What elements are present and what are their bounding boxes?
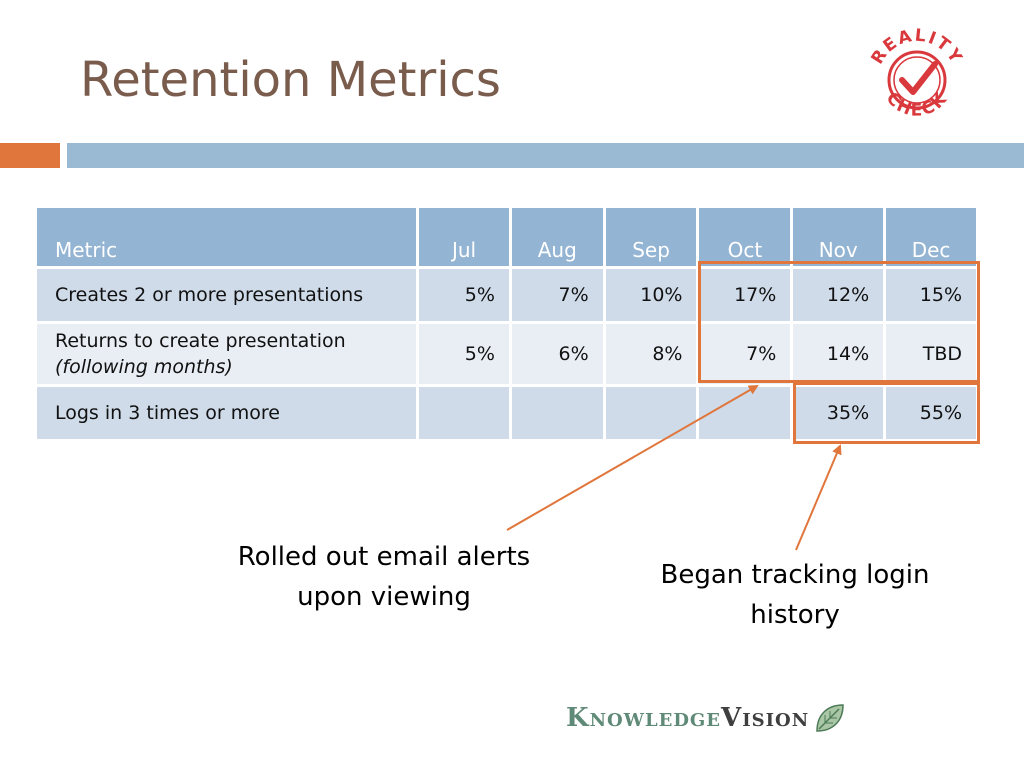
table-cell: 8%: [602, 321, 700, 387]
callout-email-line1: Rolled out email alerts: [237, 542, 531, 572]
row-label-main: Returns to create presentation: [55, 330, 346, 352]
row-label: Returns to create presentation (followin…: [33, 321, 420, 387]
header-sep: Sep: [602, 205, 700, 269]
table-cell: 10%: [602, 266, 700, 324]
table-cell: 7%: [508, 266, 606, 324]
accent-bar-orange: [0, 143, 60, 168]
table-row: Creates 2 or more presentations 5% 7% 10…: [33, 266, 979, 324]
slide-title: Retention Metrics: [80, 52, 501, 108]
callout-login-line1: Began tracking login: [660, 560, 930, 590]
table-cell: 14%: [790, 321, 887, 387]
arrow-login: [795, 444, 842, 551]
table-cell: [416, 384, 512, 442]
table-cell: [696, 384, 794, 442]
header-aug: Aug: [508, 205, 606, 269]
table-cell: 5%: [416, 266, 512, 324]
logo-text-knowledge: Knowledge: [566, 703, 722, 733]
stamp-bottom-text: CHECK: [882, 88, 950, 120]
knowledgevision-logo: Knowledge Vision: [566, 698, 847, 738]
table-cell: 6%: [508, 321, 606, 387]
row-label: Logs in 3 times or more: [33, 384, 420, 442]
header-jul: Jul: [416, 205, 512, 269]
header-dec: Dec: [883, 205, 979, 269]
table-cell: [508, 384, 606, 442]
stamp-top-text: REALITY: [867, 26, 964, 68]
svg-text:REALITY: REALITY: [867, 26, 966, 68]
leaf-icon: [816, 704, 844, 732]
table-cell: 5%: [416, 321, 512, 387]
table-cell: 55%: [883, 384, 979, 442]
table-cell: 12%: [790, 266, 887, 324]
callout-login-tracking: Began tracking login history: [640, 555, 950, 635]
highlight-box-email-alerts: [698, 261, 980, 383]
callout-email-line2: upon viewing: [297, 582, 471, 612]
row-label-sub: (following months): [55, 356, 233, 378]
table-header-row: Metric Jul Aug Sep Oct Nov Dec: [33, 205, 979, 269]
highlight-box-login-tracking: [793, 382, 980, 444]
reality-check-stamp: REALITY CHECK: [862, 22, 972, 132]
svg-text:CHECK: CHECK: [882, 88, 952, 120]
checkmark-icon: [899, 61, 938, 95]
header-metric: Metric: [33, 205, 420, 269]
table-cell: 15%: [883, 266, 979, 324]
callout-email-alerts: Rolled out email alerts upon viewing: [214, 537, 554, 617]
callout-login-line2: history: [750, 600, 840, 630]
accent-bar-blue: [67, 143, 1024, 168]
logo-text-vision: Vision: [721, 703, 810, 733]
table-cell: 35%: [790, 384, 887, 442]
table-cell: 7%: [696, 321, 794, 387]
header-nov: Nov: [790, 205, 887, 269]
table-cell: [602, 384, 700, 442]
table-cell: 17%: [696, 266, 794, 324]
row-label: Creates 2 or more presentations: [33, 266, 420, 324]
header-oct: Oct: [696, 205, 794, 269]
